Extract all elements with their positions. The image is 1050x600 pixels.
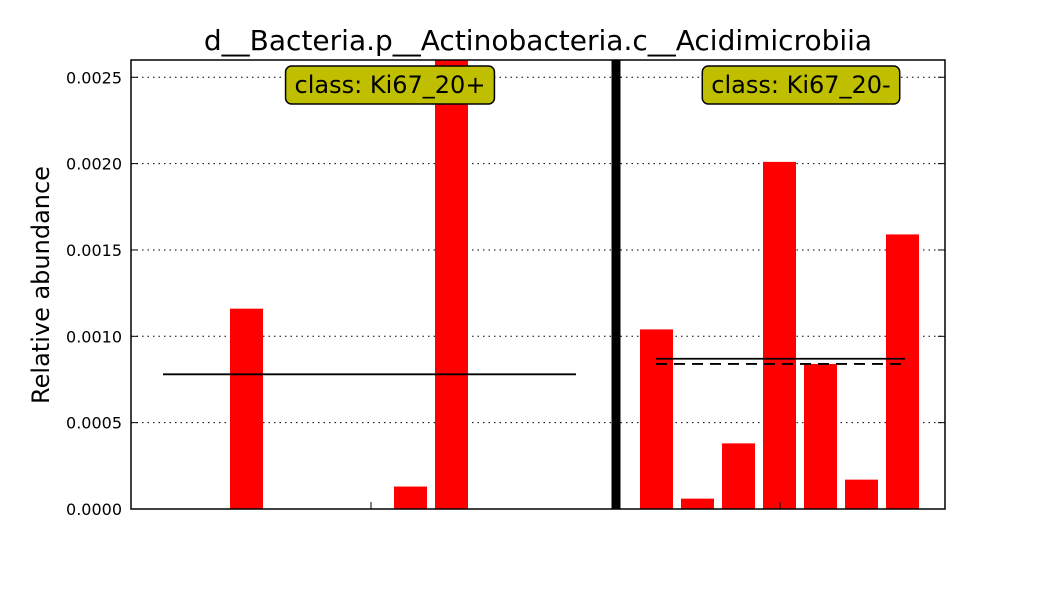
class-label-box [284,65,496,105]
bar [394,486,427,509]
class-label-box [701,65,901,105]
y-tick-label: 0.0020 [66,155,122,174]
bar [435,60,468,509]
grid-lines [131,76,945,424]
y-tick-label: 0.0015 [66,241,122,260]
bar [845,479,878,509]
bar [681,498,714,509]
y-ticks: 0.0000 0.0005 0.0010 0.0015 0.0020 0.0025 [66,68,945,519]
mean-lines [163,357,905,376]
plot-frame [130,59,946,510]
bar [763,161,796,509]
y-tick-label: 0.0010 [66,327,122,346]
class-labels: class: Ki67_20+ class: Ki67_20- [284,65,901,105]
y-tick-label: 0.0000 [66,500,122,519]
y-tick-label: 0.0025 [66,68,122,87]
y-tick-label: 0.0005 [66,414,122,433]
y-axis-label: Relative abundance [27,166,55,404]
bars [230,60,919,509]
class-label: class: Ki67_20+ [295,71,486,99]
bar [230,308,263,509]
bar [722,443,755,509]
bar [804,363,837,509]
chart-title: d__Bacteria.p__Actinobacteria.c__Acidimi… [204,24,872,57]
bar [640,329,673,509]
class-label: class: Ki67_20- [711,71,890,99]
bar [886,234,919,509]
